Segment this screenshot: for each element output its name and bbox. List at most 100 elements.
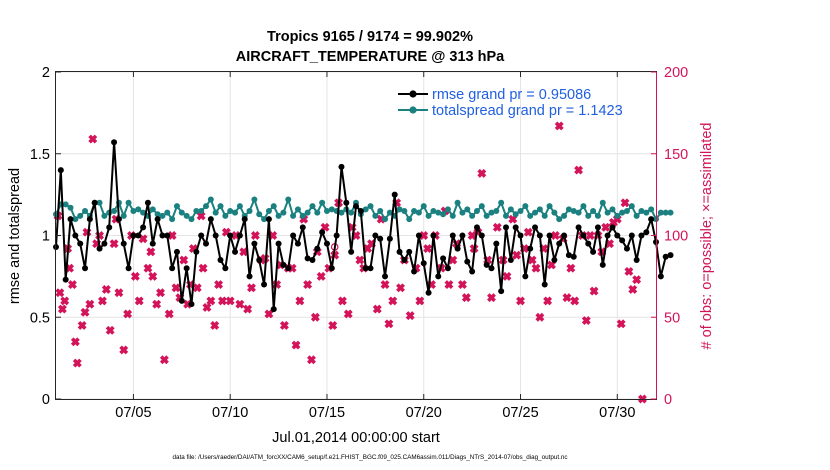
obs-assimilated-marker bbox=[601, 222, 611, 232]
obs-assimilated-marker bbox=[384, 319, 394, 329]
obs-assimilated-marker bbox=[405, 311, 415, 321]
rmse-point bbox=[657, 273, 664, 280]
totalspread-point bbox=[82, 207, 89, 214]
x-tick-label: 07/30 bbox=[599, 405, 635, 421]
obs-assimilated-marker bbox=[585, 231, 595, 240]
totalspread-point bbox=[280, 209, 287, 216]
totalspread-point bbox=[193, 207, 200, 214]
obs-assimilated-marker bbox=[444, 280, 454, 290]
obs-assimilated-marker bbox=[574, 165, 584, 175]
obs-assimilated-marker bbox=[130, 271, 140, 281]
totalspread-point bbox=[270, 203, 277, 210]
obs-assimilated-marker bbox=[123, 309, 133, 319]
x-tick-label: 07/20 bbox=[406, 405, 442, 421]
obs-assimilated-marker bbox=[164, 309, 174, 319]
totalspread-point bbox=[580, 203, 587, 210]
rmse-point bbox=[406, 248, 413, 255]
rmse-point bbox=[115, 216, 122, 223]
totalspread-point bbox=[125, 199, 132, 206]
totalspread-point bbox=[522, 203, 529, 210]
obs-assimilated-marker bbox=[134, 296, 144, 306]
rmse-point bbox=[401, 257, 408, 264]
rmse-point bbox=[469, 268, 476, 275]
totalspread-point bbox=[643, 209, 650, 216]
totalspread-point bbox=[667, 209, 674, 216]
obs-assimilated-marker bbox=[143, 263, 153, 273]
obs-assimilated-marker bbox=[82, 227, 92, 237]
rmse-point bbox=[173, 248, 180, 255]
rmse-point bbox=[232, 248, 239, 255]
rmse-point bbox=[348, 248, 355, 255]
totalspread-point bbox=[328, 206, 335, 213]
totalspread-point bbox=[570, 207, 577, 214]
obs-assimilated-marker bbox=[337, 296, 347, 306]
rmse-point bbox=[212, 232, 219, 239]
obs-assimilated-marker bbox=[85, 299, 95, 309]
totalspread-point bbox=[62, 201, 69, 208]
rmse-point bbox=[556, 240, 563, 247]
rmse-point bbox=[169, 265, 176, 272]
rmse-point bbox=[207, 216, 214, 223]
rmse-point bbox=[343, 199, 350, 206]
obs-assimilated-marker bbox=[477, 168, 487, 178]
rmse-point bbox=[396, 248, 403, 255]
rmse-point bbox=[473, 224, 480, 231]
totalspread-point bbox=[662, 209, 669, 216]
rmse-point bbox=[667, 252, 674, 259]
x-tick-label: 07/05 bbox=[115, 405, 151, 421]
totalspread-point bbox=[261, 216, 268, 223]
totalspread-point bbox=[348, 209, 355, 216]
totalspread-point bbox=[527, 212, 534, 219]
rmse-point bbox=[280, 261, 287, 268]
rmse-point bbox=[532, 224, 539, 231]
rmse-point bbox=[628, 232, 635, 239]
rmse-point bbox=[91, 199, 98, 206]
rmse-point bbox=[217, 257, 224, 264]
totalspread-point bbox=[140, 209, 147, 216]
obs-assimilated-marker bbox=[264, 309, 274, 319]
rmse-point bbox=[154, 216, 161, 223]
totalspread-point bbox=[440, 211, 447, 218]
obs-assimilated-marker bbox=[423, 244, 433, 254]
obs-assimilated-marker bbox=[214, 280, 224, 290]
x-axis-label: Jul.01,2014 00:00:00 start bbox=[272, 430, 440, 446]
totalspread-point bbox=[541, 212, 548, 219]
rmse-point bbox=[522, 273, 529, 280]
rmse-point bbox=[299, 224, 306, 231]
obs-assimilated-marker bbox=[624, 267, 634, 276]
rmse-point bbox=[256, 257, 263, 264]
totalspread-point bbox=[507, 206, 514, 213]
rmse-point bbox=[570, 253, 577, 260]
rmse-point bbox=[111, 139, 118, 146]
totalspread-point bbox=[372, 212, 379, 219]
totalspread-point bbox=[585, 212, 592, 219]
y2-tick-label: 150 bbox=[664, 147, 688, 163]
totalspread-point bbox=[483, 212, 490, 219]
rmse-point bbox=[411, 268, 418, 275]
totalspread-point bbox=[512, 211, 519, 218]
totalspread-point bbox=[72, 216, 79, 223]
rmse-point bbox=[130, 232, 137, 239]
rmse-point bbox=[614, 232, 621, 239]
rmse-point bbox=[648, 216, 655, 223]
rmse-point bbox=[585, 240, 592, 247]
rmse-point bbox=[57, 167, 64, 174]
totalspread-point bbox=[275, 212, 282, 219]
obs-assimilated-marker bbox=[502, 271, 512, 281]
rmse-point bbox=[294, 240, 301, 247]
obs-assimilated-marker bbox=[632, 275, 642, 285]
totalspread-point bbox=[198, 207, 205, 214]
obs-assimilated-marker bbox=[114, 288, 124, 298]
rmse-point bbox=[541, 281, 548, 288]
rmse-point bbox=[82, 265, 89, 272]
rmse-point bbox=[420, 260, 427, 267]
obs-assimilated-marker bbox=[512, 250, 522, 260]
y-tick-label: 0.5 bbox=[30, 310, 50, 326]
obs-assimilated-marker bbox=[492, 222, 502, 232]
rmse-point bbox=[536, 232, 543, 239]
obs-assimilated-marker bbox=[235, 299, 245, 309]
totalspread-point bbox=[77, 212, 84, 219]
obs-assimilated-marker bbox=[279, 320, 289, 330]
totalspread-point bbox=[314, 209, 321, 216]
